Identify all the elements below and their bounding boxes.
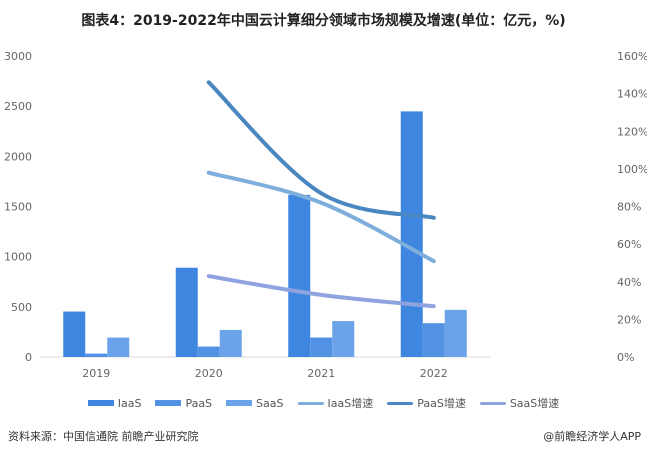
y-right-tick-label: 0% — [617, 351, 634, 364]
legend-label: PaaS — [185, 396, 213, 410]
bar-saas — [219, 329, 242, 357]
y-left-tick-label: 1500 — [4, 201, 32, 214]
bar-saas — [332, 321, 355, 357]
line-series — [206, 80, 436, 220]
legend-swatch — [479, 401, 506, 405]
y-left-tick-label: 2000 — [4, 150, 32, 163]
bar-iaas — [400, 111, 423, 357]
y-left-tick-label: 3000 — [4, 50, 32, 63]
line-series — [206, 170, 436, 264]
y-left-tick-label: 1000 — [4, 251, 32, 264]
legend-label: IaaS增速 — [327, 397, 374, 410]
y-left-tick-label: 500 — [11, 301, 32, 314]
bar-saas — [107, 337, 130, 357]
bar-paas — [85, 353, 108, 357]
bar-saas — [444, 309, 467, 357]
legend-item: IaaS — [87, 395, 142, 411]
legend-swatch — [87, 400, 114, 406]
x-tick-label: 2019 — [82, 367, 110, 380]
legend-swatch — [297, 401, 324, 405]
bar-iaas — [175, 267, 198, 357]
y-right-tick-label: 100% — [617, 163, 647, 176]
y-right-tick-label: 120% — [617, 125, 647, 138]
y-left-tick-label: 0 — [25, 351, 32, 364]
legend-item: SaaS增速 — [479, 395, 560, 411]
legend-label: PaaS增速 — [417, 397, 466, 410]
bar-iaas — [288, 194, 311, 357]
y-right-tick-label: 20% — [617, 313, 641, 326]
legend-swatch — [226, 400, 253, 406]
bar-paas — [197, 346, 220, 357]
legend-item: PaaS — [155, 395, 212, 411]
y-left-tick-label: 2500 — [4, 100, 32, 113]
line-series — [206, 274, 436, 309]
legend-label: SaaS — [256, 396, 284, 410]
legend-item: SaaS — [226, 395, 284, 411]
bar-iaas — [63, 311, 86, 357]
legend-item: PaaS增速 — [387, 395, 466, 411]
legend-label: IaaS — [117, 396, 142, 410]
y-right-tick-label: 80% — [617, 201, 641, 214]
x-tick-label: 2021 — [307, 367, 335, 380]
legend-swatch — [387, 401, 414, 405]
y-right-tick-label: 40% — [617, 276, 641, 289]
x-tick-label: 2022 — [420, 367, 448, 380]
credit: @前瞻经济学人APP — [543, 430, 641, 443]
y-right-tick-label: 140% — [617, 88, 647, 101]
bar-paas — [422, 323, 445, 357]
chart-title: 图表4：2019-2022年中国云计算细分领域市场规模及增速(单位：亿元，%) — [81, 13, 566, 29]
legend-swatch — [155, 400, 182, 406]
source-note: 资料来源：中国信通院 前瞻产业研究院 — [8, 430, 199, 443]
legend-label: SaaS增速 — [509, 397, 560, 410]
x-tick-label: 2020 — [195, 367, 223, 380]
y-right-tick-label: 160% — [617, 50, 647, 63]
y-right-tick-label: 60% — [617, 238, 641, 251]
bar-paas — [310, 337, 333, 357]
legend: IaaS PaaS SaaS IaaS增速 PaaS增速 SaaS增速 — [0, 395, 647, 411]
legend-item: IaaS增速 — [297, 395, 374, 411]
